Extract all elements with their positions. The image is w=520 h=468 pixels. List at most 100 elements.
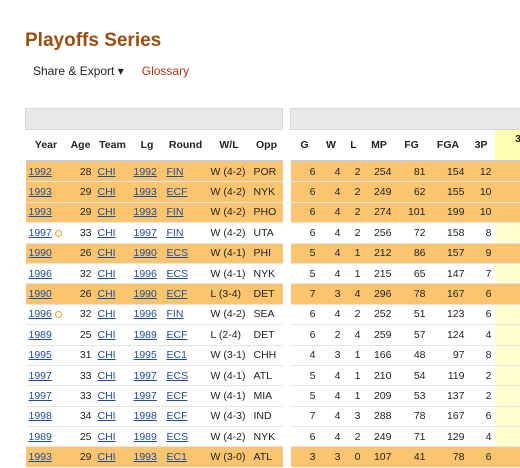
cell-link[interactable]: CHI xyxy=(97,430,116,443)
cell-text: 288 xyxy=(373,410,392,423)
table-cell: 29 xyxy=(66,446,95,467)
cell-text: 78 xyxy=(452,451,465,464)
cell-text: 1 xyxy=(354,267,361,280)
cell-link[interactable]: CHI xyxy=(97,369,116,382)
cell-link[interactable]: 1998 xyxy=(133,410,157,423)
cell-link[interactable]: 1997 xyxy=(28,369,52,382)
cell-link[interactable]: ECS xyxy=(166,430,189,443)
share-export[interactable]: Share & Export ▾ xyxy=(33,64,124,78)
cell-link[interactable]: CHI xyxy=(97,186,116,199)
cell-link[interactable]: FIN xyxy=(166,165,184,178)
cell-link[interactable]: 1990 xyxy=(28,247,52,260)
glossary-link[interactable]: Glossary xyxy=(141,64,190,78)
table-cell: 65 xyxy=(394,262,429,284)
cell-link[interactable]: EC1 xyxy=(166,451,187,464)
cell-link[interactable]: CHI xyxy=(97,288,116,301)
cell-link[interactable]: ECS xyxy=(166,369,189,382)
table-cell: 72 xyxy=(394,222,429,244)
cell-link[interactable]: 1997 xyxy=(133,226,157,239)
cell-link[interactable]: ECF xyxy=(166,328,188,341)
table-wrap: Year Age Team Lg Round W/L Opp G W L MP FG FGA 3P 3PA▼… xyxy=(25,108,520,467)
cell-link[interactable]: FIN xyxy=(166,206,184,219)
cell-link[interactable]: CHI xyxy=(97,451,116,464)
cell-link[interactable]: CHI xyxy=(97,247,116,260)
table-cell: 167 xyxy=(428,283,468,305)
cell-link[interactable]: ECF xyxy=(166,389,188,402)
cell-link[interactable]: ECF xyxy=(166,288,188,301)
cell-link[interactable]: EC1 xyxy=(166,349,187,362)
cell-link[interactable]: 1997 xyxy=(133,389,157,402)
cell-link[interactable]: FIN xyxy=(166,308,184,321)
cell-link[interactable]: 1989 xyxy=(133,430,157,443)
cell-link[interactable]: 1989 xyxy=(133,328,157,341)
cell-link[interactable]: 1989 xyxy=(28,328,52,341)
column-label: Opp xyxy=(256,139,277,151)
cell-link[interactable]: 1997 xyxy=(133,369,157,382)
cell-link[interactable]: 1996 xyxy=(133,308,157,321)
cell-link[interactable]: FIN xyxy=(166,226,184,239)
cell-link[interactable]: CHI xyxy=(97,349,116,362)
cell-link[interactable]: 1997 xyxy=(28,389,52,402)
cell-text: 32 xyxy=(79,267,92,280)
table-cell: 101 xyxy=(394,201,429,223)
menu: Share & Export ▾ Glossary xyxy=(33,64,189,78)
cell-link[interactable]: CHI xyxy=(97,308,116,321)
cell-link[interactable]: 1990 xyxy=(133,247,157,260)
cell-link[interactable]: 1989 xyxy=(28,430,52,443)
table-cell: 33 xyxy=(66,385,95,407)
cell-text: 4 xyxy=(334,267,341,280)
table-cell: 1993 xyxy=(130,181,164,203)
column-header[interactable]: 3PA▼ xyxy=(494,129,520,162)
column-label: Team xyxy=(99,139,126,151)
table-cell: 2 xyxy=(318,324,344,346)
cell-link[interactable]: 1998 xyxy=(28,410,52,423)
cell-link[interactable]: ECS xyxy=(166,267,189,280)
cell-link[interactable]: ECF xyxy=(166,410,188,423)
cell-link[interactable]: 1993 xyxy=(133,206,157,219)
cell-link[interactable]: 1993 xyxy=(28,451,52,464)
cell-link[interactable]: CHI xyxy=(97,328,116,341)
cell-link[interactable]: 1995 xyxy=(133,349,157,362)
cell-link[interactable]: CHI xyxy=(97,410,116,423)
gap xyxy=(282,324,291,346)
cell-link[interactable]: 1995 xyxy=(28,349,52,362)
table-cell: ECF xyxy=(163,405,208,427)
cell-link[interactable]: 1996 xyxy=(133,267,157,280)
table-cell: W (4-2) xyxy=(207,426,251,447)
cell-link[interactable]: CHI xyxy=(97,165,116,178)
table-cell: 3 xyxy=(318,446,344,467)
cell-text: POR xyxy=(253,165,277,178)
cell-link[interactable]: 1993 xyxy=(133,451,157,464)
cell-link[interactable]: 1996 xyxy=(28,308,52,321)
table-cell: 6 xyxy=(290,426,319,447)
cell-link[interactable]: CHI xyxy=(97,226,116,239)
cell-text: 7 xyxy=(485,267,492,280)
table-cell: 51 xyxy=(394,303,429,325)
table-cell: 62 xyxy=(394,181,429,203)
cell-link[interactable]: 1997 xyxy=(28,226,52,239)
table-cell: EC1 xyxy=(163,344,208,366)
table-row: 1997 33 CHI 1997 FIN W (4-2) UTA 6 42 256 72 158 825 xyxy=(25,222,520,244)
cell-link[interactable]: 1990 xyxy=(28,288,52,301)
table-cell: 17 xyxy=(494,364,520,386)
cell-link[interactable]: CHI xyxy=(97,389,116,402)
cell-link[interactable]: ECS xyxy=(166,247,189,260)
cell-text: 123 xyxy=(446,308,465,321)
cell-link[interactable]: ECF xyxy=(166,186,188,199)
table-cell: 1990 xyxy=(25,242,67,264)
cell-link[interactable]: 1993 xyxy=(133,186,157,199)
cell-link[interactable]: 1990 xyxy=(133,288,157,301)
cell-link[interactable]: 1996 xyxy=(28,267,52,280)
column-header: FGA xyxy=(428,129,468,162)
cell-link[interactable]: 1993 xyxy=(28,186,52,199)
table-cell: 1996 xyxy=(130,303,164,325)
cell-text: 2 xyxy=(354,226,361,239)
cell-link[interactable]: 1992 xyxy=(28,165,52,178)
cell-link[interactable]: CHI xyxy=(97,206,116,219)
cell-link[interactable]: 1993 xyxy=(28,206,52,219)
table-cell: 1993 xyxy=(130,201,164,223)
cell-link[interactable]: 1992 xyxy=(133,165,157,178)
cell-link[interactable]: CHI xyxy=(97,267,116,280)
cell-text: 4 xyxy=(334,226,341,239)
